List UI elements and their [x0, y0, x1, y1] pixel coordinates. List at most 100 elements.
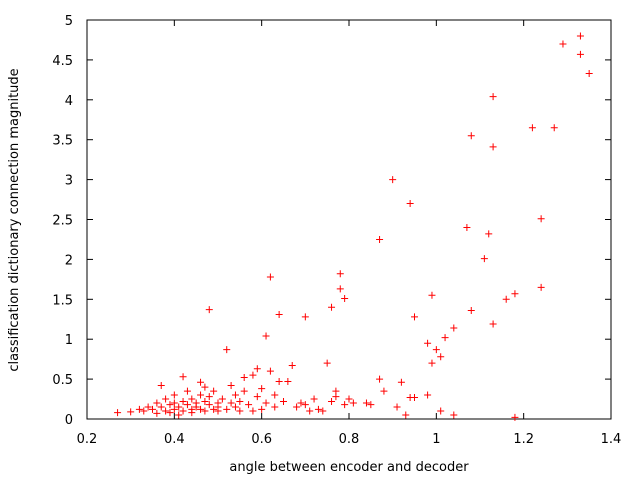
data-point	[406, 200, 414, 208]
data-point	[411, 313, 418, 321]
data-point	[402, 411, 410, 419]
data-point	[253, 393, 261, 401]
data-point	[271, 403, 279, 411]
y-axis-label: classification dictionary connection mag…	[7, 68, 22, 371]
data-point	[140, 407, 148, 415]
data-point	[271, 391, 279, 399]
data-point	[231, 403, 239, 411]
data-point	[192, 403, 200, 411]
data-point	[393, 403, 401, 411]
y-tick-label: 4.5	[52, 54, 73, 69]
data-point	[175, 411, 183, 419]
plot-frame	[86, 19, 612, 420]
data-point	[253, 365, 261, 373]
data-point	[205, 401, 213, 409]
data-point	[328, 397, 336, 405]
data-point	[205, 393, 213, 401]
data-point	[170, 405, 178, 413]
y-tick-label: 1.5	[52, 293, 73, 308]
x-tick-labels: 0.2 0.4 0.6 0.8 1 1.2 1.4	[77, 432, 622, 447]
data-point	[537, 215, 545, 223]
y-tick-label: 5	[65, 14, 73, 29]
data-point	[585, 69, 593, 77]
data-point	[153, 399, 161, 407]
data-point	[301, 401, 309, 409]
data-point	[144, 403, 152, 411]
data-point	[428, 291, 436, 299]
data-points	[114, 32, 593, 421]
data-point	[127, 408, 135, 416]
y-tick-label: 4	[65, 94, 73, 109]
data-point	[349, 399, 357, 407]
data-point	[336, 270, 344, 278]
data-point	[293, 403, 301, 411]
y-tick-label: 2.5	[52, 214, 73, 229]
data-point	[550, 124, 558, 132]
data-point	[437, 407, 445, 415]
data-point	[397, 378, 405, 386]
data-point	[380, 387, 388, 395]
data-point	[223, 405, 231, 413]
data-point	[218, 395, 226, 403]
data-point	[424, 339, 432, 347]
x-tick-label: 0.6	[251, 432, 272, 447]
data-point	[511, 413, 519, 421]
data-point	[576, 32, 584, 40]
data-point	[170, 399, 178, 407]
data-point	[153, 409, 161, 417]
data-point	[376, 375, 384, 383]
data-point	[249, 407, 257, 415]
data-point	[183, 387, 191, 395]
x-tick-label: 1	[432, 432, 440, 447]
data-point	[240, 374, 248, 382]
data-point	[149, 405, 156, 413]
data-point	[467, 132, 475, 140]
y-tick-label: 3.5	[52, 134, 73, 149]
data-point	[275, 377, 283, 385]
data-point	[389, 176, 397, 184]
data-point	[310, 395, 318, 403]
data-point	[231, 391, 239, 399]
data-point	[341, 401, 349, 409]
data-point	[314, 405, 322, 413]
data-point	[450, 411, 458, 419]
x-axis-label: angle between encoder and decoder	[229, 460, 469, 475]
x-tick-label: 0.4	[164, 432, 185, 447]
data-point	[210, 405, 218, 413]
data-point	[489, 93, 497, 101]
data-point	[236, 397, 244, 405]
data-point	[179, 373, 187, 381]
data-point	[262, 399, 270, 407]
data-point	[170, 391, 178, 399]
y-tick-label: 0.5	[52, 373, 73, 388]
data-point	[341, 295, 349, 303]
y-tick-label: 3	[65, 174, 73, 189]
data-point	[162, 395, 170, 403]
data-point	[114, 409, 122, 417]
data-point	[450, 324, 458, 332]
x-tick-label: 0.2	[77, 432, 98, 447]
data-point	[135, 405, 143, 413]
data-point	[201, 397, 209, 405]
data-point	[297, 399, 305, 407]
data-point	[188, 409, 196, 417]
data-point	[201, 407, 209, 415]
data-point	[210, 387, 218, 395]
data-point	[166, 401, 174, 409]
data-point	[284, 377, 292, 385]
data-point	[485, 230, 493, 238]
data-point	[345, 395, 353, 403]
data-point	[197, 405, 205, 413]
data-point	[266, 367, 274, 375]
data-point	[336, 285, 344, 293]
x-tick-label: 0.8	[339, 432, 360, 447]
data-point	[537, 283, 545, 291]
data-point	[367, 401, 375, 409]
y-tick-label: 2	[65, 253, 73, 268]
data-point	[559, 40, 567, 48]
data-point	[376, 235, 384, 243]
data-point	[183, 401, 191, 409]
data-point	[166, 409, 174, 417]
x-tick-label: 1.2	[513, 432, 534, 447]
